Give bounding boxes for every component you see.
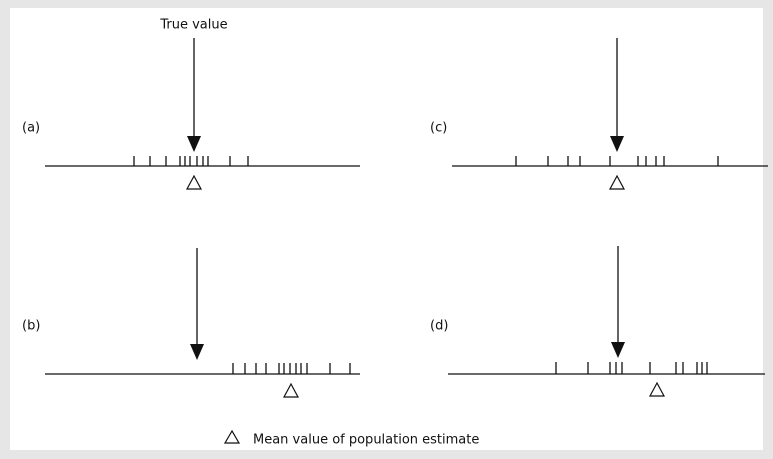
panel-label: (a): [22, 121, 40, 136]
arrow-head: [190, 344, 204, 360]
mean-triangle: [648, 381, 666, 397]
panel-background: [10, 8, 763, 450]
mean-triangle: [608, 174, 626, 190]
estimate-ticks: [232, 363, 351, 374]
legend-triangle: [223, 429, 241, 444]
panel-label: (d): [430, 319, 448, 334]
arrow-head: [610, 136, 624, 152]
panel-label: (c): [430, 121, 447, 136]
mean-triangle: [282, 382, 300, 398]
estimate-ticks: [515, 156, 719, 166]
true-value-label: True value: [159, 18, 227, 33]
arrow-head: [611, 342, 625, 358]
estimate-ticks: [555, 362, 708, 374]
estimate-ticks: [133, 156, 249, 166]
legend-label: Mean value of population estimate: [253, 433, 479, 448]
panel-label: (b): [22, 319, 40, 334]
mean-triangle: [185, 174, 203, 190]
arrow-head: [187, 136, 201, 152]
